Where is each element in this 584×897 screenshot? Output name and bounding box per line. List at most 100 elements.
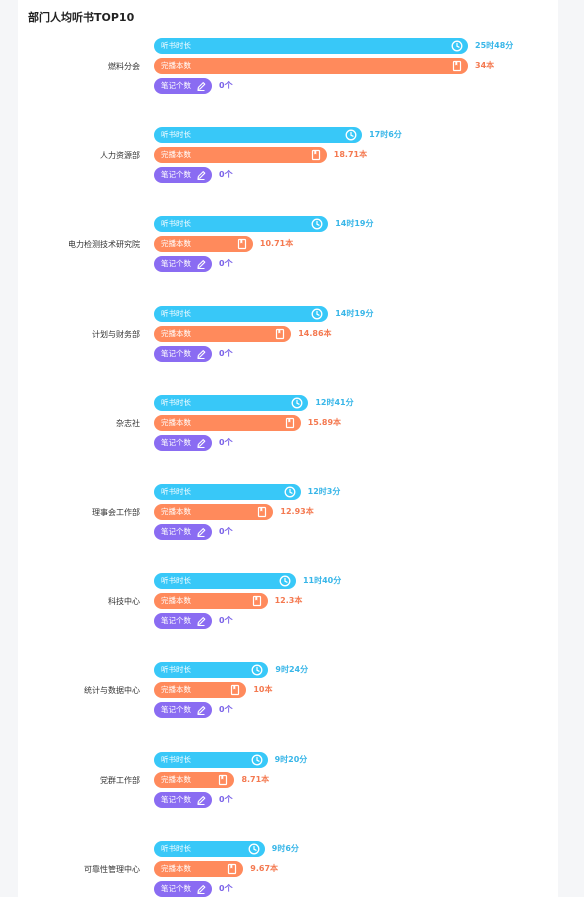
notes-bar: 笔记个数 (154, 880, 212, 897)
pen-icon (195, 794, 207, 806)
book-icon (251, 595, 263, 607)
time-bar: 听书时长 (154, 394, 309, 411)
books-bar: 完播本数 (154, 325, 292, 342)
time-value: 12时41分 (315, 397, 354, 407)
dept-label: 理事会工作部 (92, 508, 140, 517)
clock-icon (451, 40, 463, 52)
notes-bar: 笔记个数 (154, 613, 212, 630)
books-bar: 完播本数 (154, 147, 327, 164)
books-bar-label: 完播本数 (161, 150, 191, 160)
books-value: 15.89本 (307, 417, 342, 427)
time-bar-label: 听书时长 (161, 665, 191, 675)
time-bar: 听书时长 (154, 662, 269, 679)
time-bar-label: 听书时长 (161, 843, 191, 853)
notes-bar-label: 笔记个数 (161, 170, 191, 180)
time-bar: 听书时长 (154, 751, 268, 768)
dept-label: 电力检测技术研究院 (68, 240, 140, 250)
notes-bar: 笔记个数 (154, 702, 212, 719)
page-title: 部门人均听书TOP10 (28, 11, 135, 24)
books-bar: 完播本数 (154, 771, 235, 788)
dept-label: 可靠性管理中心 (84, 864, 140, 874)
notes-bar-label: 笔记个数 (161, 705, 191, 715)
notes-value: 0个 (219, 259, 233, 269)
time-bar: 听书时长 (154, 484, 301, 500)
pen-icon (195, 437, 207, 449)
time-bar-label: 听书时长 (161, 308, 191, 318)
notes-value: 0个 (219, 170, 233, 180)
pen-icon (195, 526, 207, 538)
notes-value: 0个 (219, 527, 233, 536)
time-value: 17时6分 (369, 130, 402, 140)
books-bar: 完播本数 (154, 682, 247, 699)
time-value: 12时3分 (307, 487, 341, 496)
clock-icon (248, 843, 260, 855)
clock-icon (311, 308, 323, 320)
clock-icon (311, 218, 323, 230)
books-value: 9.67本 (250, 863, 279, 873)
books-bar-label: 完播本数 (161, 596, 191, 606)
notes-value: 0个 (219, 705, 233, 715)
notes-bar-label: 笔记个数 (161, 794, 191, 804)
time-bar-label: 听书时长 (161, 576, 191, 586)
books-bar-label: 完播本数 (161, 239, 191, 249)
books-bar: 完播本数 (154, 504, 274, 520)
time-bar-label: 听书时长 (161, 487, 191, 496)
notes-bar-label: 笔记个数 (161, 259, 191, 269)
clock-icon (345, 129, 357, 141)
time-bar-label: 听书时长 (161, 754, 191, 764)
notes-bar: 笔记个数 (154, 256, 212, 273)
clock-icon (291, 397, 303, 409)
notes-value: 0个 (219, 81, 233, 90)
notes-bar-label: 笔记个数 (161, 616, 191, 626)
books-bar: 完播本数 (154, 236, 253, 253)
time-bar-label: 听书时长 (161, 219, 191, 229)
dept-label: 人力资源部 (100, 151, 140, 161)
books-bar-label: 完播本数 (161, 685, 191, 695)
books-bar-label: 完播本数 (161, 61, 191, 70)
time-value: 14时19分 (335, 219, 374, 229)
clock-icon (279, 575, 291, 587)
time-bar: 听书时长 (154, 38, 468, 54)
dept-label: 统计与数据中心 (84, 686, 140, 696)
time-bar: 听书时长 (154, 840, 265, 857)
time-bar-label: 听书时长 (161, 41, 191, 50)
books-bar-label: 完播本数 (161, 328, 191, 338)
notes-bar-label: 笔记个数 (161, 348, 191, 358)
notes-bar: 笔记个数 (154, 791, 212, 808)
notes-bar: 笔记个数 (154, 345, 212, 362)
book-icon (256, 506, 268, 518)
book-icon (274, 328, 286, 340)
time-value: 9时20分 (274, 754, 308, 764)
notes-bar-label: 笔记个数 (161, 81, 191, 90)
book-icon (217, 774, 229, 786)
book-icon (226, 863, 238, 875)
books-bar: 完播本数 (154, 58, 468, 74)
time-value: 25时48分 (475, 41, 514, 50)
dept-label: 杂志社 (116, 418, 140, 428)
time-bar: 听书时长 (154, 216, 329, 233)
pen-icon (195, 258, 207, 270)
notes-value: 0个 (219, 883, 233, 893)
books-bar: 完播本数 (154, 593, 268, 610)
dept-label: 科技中心 (108, 597, 140, 607)
pen-icon (195, 883, 207, 895)
notes-value: 0个 (219, 437, 233, 447)
notes-bar-label: 笔记个数 (161, 527, 191, 536)
dept-label: 计划与财务部 (92, 329, 140, 339)
books-value: 10本 (253, 685, 273, 695)
dept-label: 党群工作部 (100, 775, 140, 785)
time-bar: 听书时长 (154, 305, 329, 322)
pen-icon (195, 348, 207, 360)
book-icon (236, 238, 248, 250)
book-icon (229, 684, 241, 696)
books-value: 8.71本 (241, 774, 270, 784)
clock-icon (251, 664, 263, 676)
pen-icon (195, 80, 207, 92)
notes-bar: 笔记个数 (154, 434, 212, 451)
notes-bar-label: 笔记个数 (161, 437, 191, 447)
books-bar-label: 完播本数 (161, 774, 191, 784)
books-bar-label: 完播本数 (161, 507, 191, 516)
books-value: 34本 (475, 61, 495, 70)
notes-bar: 笔记个数 (154, 167, 212, 184)
time-value: 14时19分 (335, 308, 374, 318)
